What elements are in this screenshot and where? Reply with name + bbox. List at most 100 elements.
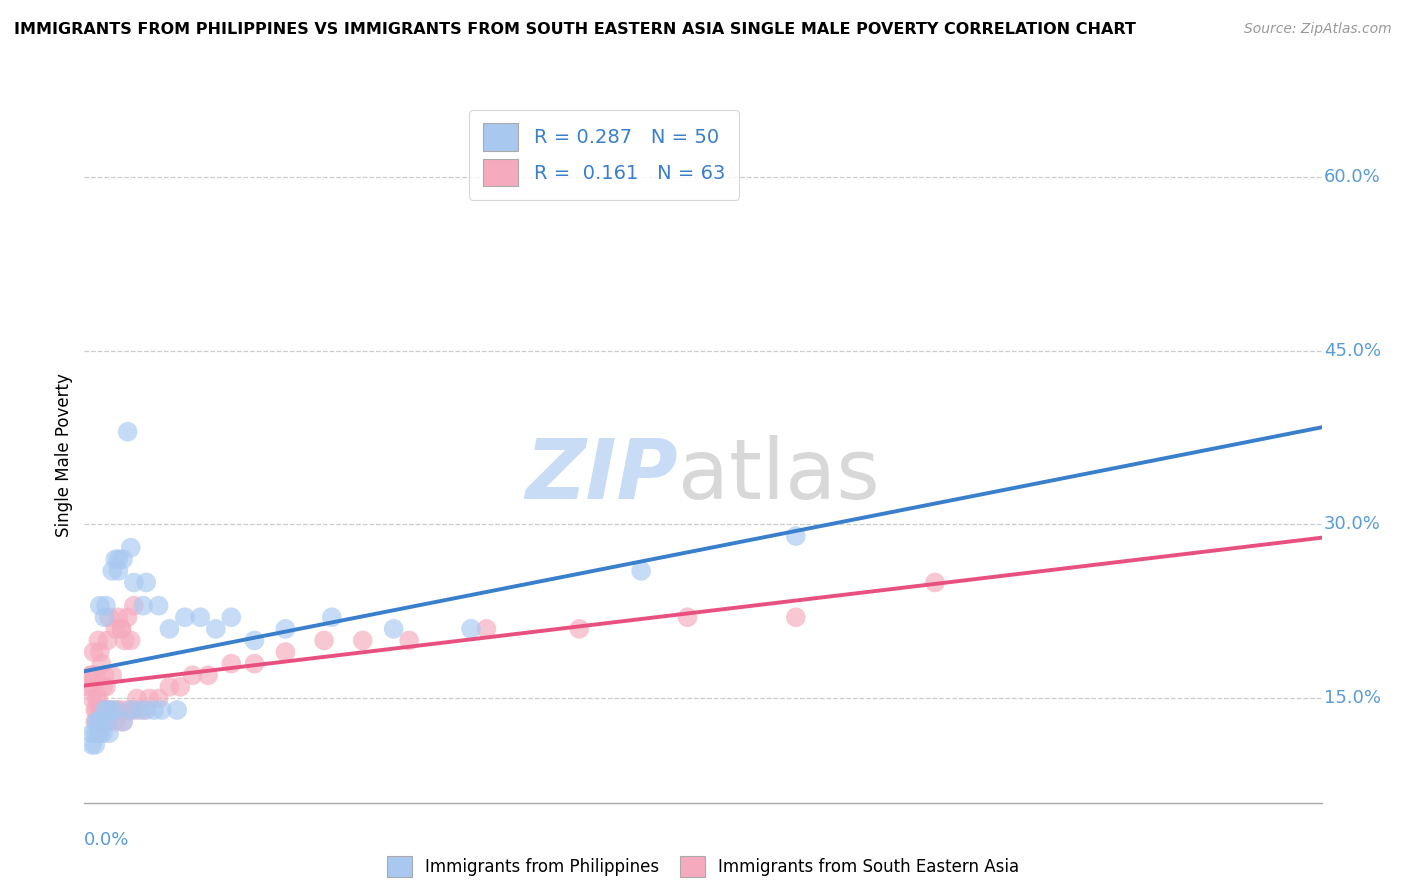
Text: 30.0%: 30.0% bbox=[1324, 516, 1381, 533]
Point bbox=[117, 703, 139, 717]
Point bbox=[105, 703, 128, 717]
Point bbox=[197, 668, 219, 682]
Point bbox=[159, 622, 180, 636]
Point bbox=[460, 622, 482, 636]
Point bbox=[243, 633, 266, 648]
Point bbox=[84, 738, 107, 752]
Point bbox=[132, 599, 155, 613]
Point bbox=[89, 645, 111, 659]
Point bbox=[84, 714, 107, 729]
Text: ZIP: ZIP bbox=[526, 435, 678, 516]
Point bbox=[82, 691, 104, 706]
Point bbox=[96, 703, 118, 717]
Point bbox=[120, 703, 142, 717]
Point bbox=[107, 610, 129, 624]
Point bbox=[101, 564, 124, 578]
Text: 15.0%: 15.0% bbox=[1324, 690, 1381, 707]
Point bbox=[77, 680, 100, 694]
Text: atlas: atlas bbox=[678, 435, 880, 516]
Point bbox=[82, 668, 104, 682]
Point bbox=[117, 425, 139, 439]
Point bbox=[84, 726, 107, 740]
Point bbox=[205, 622, 228, 636]
Point bbox=[91, 680, 114, 694]
Point bbox=[110, 622, 132, 636]
Point bbox=[96, 633, 118, 648]
Text: 60.0%: 60.0% bbox=[1324, 168, 1381, 186]
Point bbox=[676, 610, 699, 624]
Text: Source: ZipAtlas.com: Source: ZipAtlas.com bbox=[1244, 22, 1392, 37]
Point bbox=[91, 726, 114, 740]
Point bbox=[107, 564, 129, 578]
Point bbox=[94, 680, 117, 694]
Point bbox=[93, 703, 115, 717]
Point bbox=[475, 622, 498, 636]
Point bbox=[91, 714, 114, 729]
Point bbox=[312, 633, 335, 648]
Y-axis label: Single Male Poverty: Single Male Poverty bbox=[55, 373, 73, 537]
Point bbox=[112, 552, 135, 566]
Point bbox=[135, 703, 157, 717]
Point bbox=[86, 714, 108, 729]
Point bbox=[148, 691, 170, 706]
Point bbox=[135, 575, 157, 590]
Point bbox=[181, 668, 204, 682]
Point bbox=[568, 622, 591, 636]
Point bbox=[89, 599, 111, 613]
Point bbox=[104, 703, 127, 717]
Point bbox=[100, 703, 122, 717]
Point bbox=[785, 529, 807, 543]
Point bbox=[86, 714, 108, 729]
Point bbox=[107, 552, 129, 566]
Point bbox=[82, 738, 104, 752]
Point bbox=[89, 714, 111, 729]
Point bbox=[138, 691, 160, 706]
Text: 0.0%: 0.0% bbox=[84, 830, 129, 848]
Point bbox=[159, 680, 180, 694]
Point bbox=[174, 610, 197, 624]
Point bbox=[117, 610, 139, 624]
Point bbox=[94, 714, 117, 729]
Point bbox=[90, 703, 112, 717]
Point bbox=[122, 703, 145, 717]
Point bbox=[91, 714, 114, 729]
Point bbox=[82, 726, 104, 740]
Point bbox=[148, 599, 170, 613]
Point bbox=[274, 645, 297, 659]
Text: 45.0%: 45.0% bbox=[1324, 342, 1381, 359]
Point bbox=[93, 668, 115, 682]
Point bbox=[132, 703, 155, 717]
Point bbox=[98, 610, 121, 624]
Point bbox=[120, 633, 142, 648]
Point bbox=[630, 564, 652, 578]
Point bbox=[100, 703, 122, 717]
Point bbox=[150, 703, 173, 717]
Point bbox=[219, 657, 242, 671]
Point bbox=[96, 714, 118, 729]
Point bbox=[122, 575, 145, 590]
Point bbox=[169, 680, 191, 694]
Point bbox=[104, 552, 127, 566]
Point bbox=[112, 714, 135, 729]
Point bbox=[110, 622, 132, 636]
Point bbox=[83, 680, 105, 694]
Point bbox=[93, 610, 115, 624]
Point bbox=[166, 703, 188, 717]
Legend: Immigrants from Philippines, Immigrants from South Eastern Asia: Immigrants from Philippines, Immigrants … bbox=[378, 848, 1028, 885]
Point bbox=[143, 703, 166, 717]
Point bbox=[114, 633, 136, 648]
Point bbox=[89, 714, 111, 729]
Point bbox=[120, 541, 142, 555]
Point bbox=[104, 622, 127, 636]
Point bbox=[122, 599, 145, 613]
Point bbox=[398, 633, 420, 648]
Point bbox=[112, 714, 135, 729]
Point bbox=[219, 610, 242, 624]
Point bbox=[87, 726, 110, 740]
Point bbox=[785, 610, 807, 624]
Point bbox=[93, 703, 115, 717]
Point bbox=[924, 575, 946, 590]
Point bbox=[89, 703, 111, 717]
Point bbox=[96, 714, 118, 729]
Point bbox=[87, 633, 110, 648]
